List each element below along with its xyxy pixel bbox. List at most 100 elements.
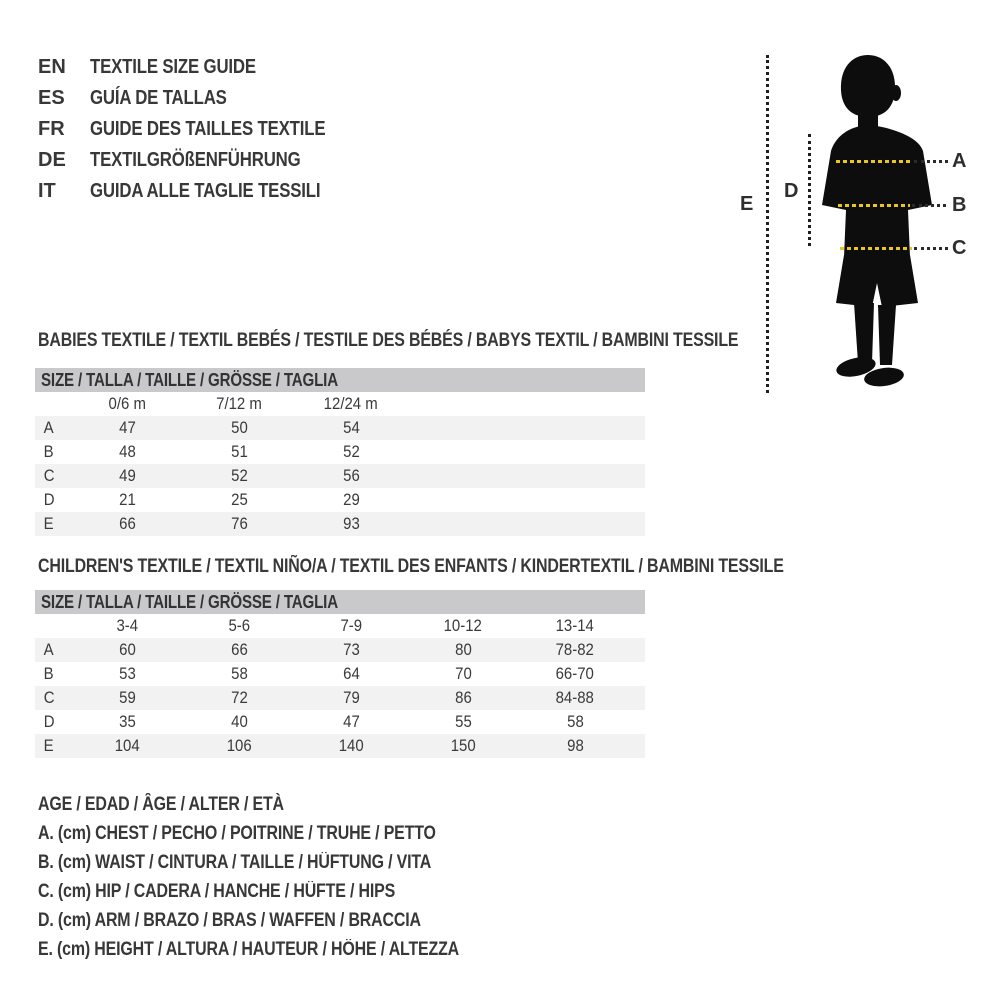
column-header: 5-6 bbox=[183, 616, 295, 636]
value-cell: 29 bbox=[295, 490, 407, 510]
value-cell-text: 53 bbox=[118, 664, 136, 683]
label-waist-b: B bbox=[952, 194, 967, 216]
column-header-text: 5-6 bbox=[228, 616, 250, 635]
label-hip-c: C bbox=[952, 237, 967, 259]
value-cell: 58 bbox=[183, 664, 295, 684]
children-size-band: SIZE / TALLA / TAILLE / GRÖSSE / TAGLIA bbox=[35, 590, 645, 614]
child-silhouette-icon bbox=[822, 55, 932, 387]
language-code: FR bbox=[38, 118, 65, 140]
legend-line: A. (cm) CHEST / PECHO / POITRINE / TRUHE… bbox=[38, 819, 512, 848]
column-header-text: 0/6 m bbox=[108, 394, 146, 413]
table-header-row: 3-4 5-6 7-9 10-12 13-14 bbox=[35, 614, 645, 638]
value-cell: 51 bbox=[183, 442, 295, 462]
legend-line: AGE / EDAD / ÂGE / ALTER / ETÀ bbox=[38, 790, 331, 819]
value-cell-text: 60 bbox=[118, 640, 136, 659]
value-cell: 106 bbox=[183, 736, 295, 756]
table-row: D 21 25 29 bbox=[35, 488, 645, 512]
value-cell: 79 bbox=[295, 688, 407, 708]
value-cell: 49 bbox=[71, 466, 183, 486]
row-label: E bbox=[35, 736, 71, 756]
value-cell-text: 70 bbox=[454, 664, 472, 683]
value-cell-text: 93 bbox=[342, 514, 360, 533]
filler-cell bbox=[407, 514, 645, 534]
value-cell: 21 bbox=[71, 490, 183, 510]
value-cell-text: 66 bbox=[230, 640, 248, 659]
language-label: TEXTILE SIZE GUIDE bbox=[90, 56, 288, 79]
value-cell: 66 bbox=[71, 514, 183, 534]
row-label-text: C bbox=[43, 688, 55, 707]
waist-measure-line bbox=[838, 204, 910, 207]
filler-cell bbox=[631, 712, 645, 732]
value-cell-text: 21 bbox=[118, 490, 136, 509]
row-label-text: E bbox=[43, 736, 54, 755]
table-row: C 49 52 56 bbox=[35, 464, 645, 488]
value-cell: 150 bbox=[407, 736, 519, 756]
value-cell-text: 54 bbox=[342, 418, 360, 437]
babies-heading-text: BABIES TEXTILE / TEXTIL BEBÉS / TESTILE … bbox=[38, 330, 739, 351]
value-cell-text: 84-88 bbox=[555, 688, 595, 707]
value-cell: 73 bbox=[295, 640, 407, 660]
table-row: C 59 72 79 86 84-88 bbox=[35, 686, 645, 710]
value-cell: 52 bbox=[183, 466, 295, 486]
value-cell-text: 40 bbox=[230, 712, 248, 731]
language-label-text: GUIDE DES TAILLES TEXTILE bbox=[90, 118, 326, 140]
value-cell: 54 bbox=[295, 418, 407, 438]
value-cell: 60 bbox=[71, 640, 183, 660]
value-cell: 64 bbox=[295, 664, 407, 684]
table-row: E 104 106 140 150 98 bbox=[35, 734, 645, 758]
filler-cell bbox=[407, 394, 645, 414]
legend-line: E. (cm) HEIGHT / ALTURA / HAUTEUR / HÖHE… bbox=[38, 935, 539, 964]
language-row: IT GUIDA ALLE TAGLIE TESSILI bbox=[38, 176, 370, 207]
value-cell: 104 bbox=[71, 736, 183, 756]
table-row: B 48 51 52 bbox=[35, 440, 645, 464]
language-code: ES bbox=[38, 87, 65, 109]
children-size-table: 3-4 5-6 7-9 10-12 13-14 A 60 66 73 80 78-82 B 53 58 64… bbox=[35, 614, 645, 758]
value-cell-text: 48 bbox=[118, 442, 136, 461]
legend-line: B. (cm) WAIST / CINTURA / TAILLE / HÜFTU… bbox=[38, 848, 506, 877]
value-cell-text: 29 bbox=[342, 490, 360, 509]
children-heading-text: CHILDREN'S TEXTILE / TEXTIL NIÑO/A / TEX… bbox=[38, 556, 784, 577]
language-label-text: GUÍA DE TALLAS bbox=[90, 87, 227, 109]
value-cell-text: 35 bbox=[118, 712, 136, 731]
row-label: B bbox=[35, 664, 71, 684]
value-cell: 48 bbox=[71, 442, 183, 462]
value-cell: 80 bbox=[407, 640, 519, 660]
value-cell: 93 bbox=[295, 514, 407, 534]
height-measure-line bbox=[766, 55, 769, 393]
row-label-text: C bbox=[43, 466, 55, 485]
column-header-text: 7/12 m bbox=[216, 394, 262, 413]
value-cell-text: 73 bbox=[342, 640, 360, 659]
column-header-text: 3-4 bbox=[116, 616, 138, 635]
language-code: DE bbox=[38, 149, 66, 171]
value-cell: 55 bbox=[407, 712, 519, 732]
row-label: A bbox=[35, 640, 71, 660]
table-row: D 35 40 47 55 58 bbox=[35, 710, 645, 734]
row-label: C bbox=[35, 688, 71, 708]
value-cell-text: 51 bbox=[230, 442, 248, 461]
value-cell: 47 bbox=[295, 712, 407, 732]
value-cell-text: 86 bbox=[454, 688, 472, 707]
filler-cell bbox=[631, 640, 645, 660]
language-list: EN TEXTILE SIZE GUIDE ES GUÍA DE TALLAS FR GU… bbox=[38, 52, 370, 207]
value-cell-text: 150 bbox=[450, 736, 476, 755]
row-label: D bbox=[35, 712, 71, 732]
filler-cell bbox=[407, 418, 645, 438]
hip-measure-line bbox=[840, 247, 912, 250]
value-cell: 52 bbox=[295, 442, 407, 462]
measurement-figure: A B C D E bbox=[0, 0, 1000, 420]
filler-cell bbox=[407, 490, 645, 510]
row-label: A bbox=[35, 418, 71, 438]
row-label-text: D bbox=[43, 712, 55, 731]
table-row: B 53 58 64 70 66-70 bbox=[35, 662, 645, 686]
value-cell: 40 bbox=[183, 712, 295, 732]
legend-line-text: AGE / EDAD / ÂGE / ALTER / ETÀ bbox=[38, 793, 284, 815]
value-cell: 66-70 bbox=[519, 664, 631, 684]
value-cell: 56 bbox=[295, 466, 407, 486]
legend-line-text: E. (cm) HEIGHT / ALTURA / HAUTEUR / HÖHE… bbox=[38, 938, 460, 960]
value-cell-text: 106 bbox=[226, 736, 252, 755]
value-cell: 50 bbox=[183, 418, 295, 438]
legend-line-text: A. (cm) CHEST / PECHO / POITRINE / TRUHE… bbox=[38, 822, 436, 844]
waist-measure-leader bbox=[912, 204, 946, 207]
language-label-text: GUIDA ALLE TAGLIE TESSILI bbox=[90, 180, 321, 202]
